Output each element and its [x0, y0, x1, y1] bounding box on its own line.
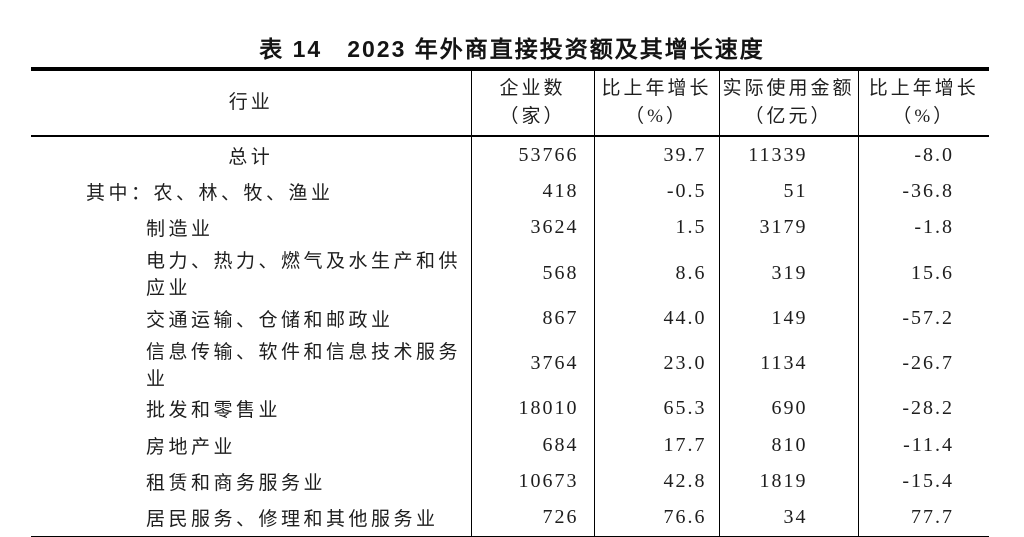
- amount-growth-value: -15.4: [857, 463, 989, 500]
- enterprises-value: 3764: [470, 336, 594, 391]
- table-row: 房地产业 684 17.7 810 -11.4: [31, 426, 989, 464]
- table-title: 表 14 2023 年外商直接投资额及其增长速度: [259, 36, 765, 62]
- table-row: 电力、热力、燃气及水生产和供应业 568 8.6 319 15.6: [31, 246, 989, 301]
- header-label: 行业: [228, 92, 273, 113]
- amount-growth-value: -28.2: [857, 390, 989, 427]
- amount-value: 51: [718, 173, 858, 210]
- header-label: 实际使用金额: [722, 78, 855, 99]
- industry-label: 租赁和商务服务业: [146, 473, 327, 495]
- industry-label: 制造业: [146, 219, 214, 241]
- amount-value: 149: [718, 300, 858, 337]
- table-row: 交通运输、仓储和邮政业 867 44.0 149 -57.2: [31, 300, 989, 337]
- enterprises-growth-value: -0.5: [593, 173, 719, 210]
- enterprises-value: 53766: [470, 136, 594, 174]
- industry-label: 居民服务、修理和其他服务业: [146, 509, 439, 531]
- enterprises-value: 867: [470, 300, 594, 337]
- table-row: 租赁和商务服务业 10673 42.8 1819 -15.4: [31, 463, 989, 500]
- enterprises-value: 726: [470, 499, 594, 537]
- amount-growth-value: 77.7: [857, 499, 989, 537]
- header-label: 比上年增长: [868, 78, 979, 99]
- enterprises-growth-value: 8.6: [593, 246, 719, 301]
- amount-growth-value: -11.4: [857, 426, 989, 464]
- table-row: 信息传输、软件和信息技术服务业 3764 23.0 1134 -26.7: [31, 336, 989, 391]
- fdi-table: 行业 企业数 （家） 比上年增长 （%） 实际使用金额 （亿元） 比上年增长 （…: [31, 67, 989, 537]
- amount-growth-value: -57.2: [857, 300, 989, 337]
- industry-label: 交通运输、仓储和邮政业: [146, 309, 394, 331]
- enterprises-growth-value: 44.0: [593, 300, 719, 337]
- table-row: 总计 53766 39.7 11339 -8.0: [31, 136, 989, 174]
- enterprises-growth-value: 42.8: [593, 463, 719, 500]
- table-row: 制造业 3624 1.5 3179 -1.8: [31, 209, 989, 247]
- enterprises-value: 10673: [470, 463, 594, 500]
- col-header-amount: 实际使用金额 （亿元）: [718, 69, 858, 137]
- amount-growth-value: -8.0: [857, 136, 989, 174]
- industry-label: 总计: [228, 146, 274, 168]
- header-label: 比上年增长: [601, 78, 712, 99]
- industry-label: 信息传输、软件和信息技术服务业: [146, 341, 462, 390]
- header-unit: （%）: [892, 106, 956, 127]
- table-row: 其中：农、林、牧、渔业 418 -0.5 51 -36.8: [31, 173, 989, 210]
- industry-name: 农、林、牧、渔业: [153, 183, 334, 205]
- table-row: 批发和零售业 18010 65.3 690 -28.2: [31, 390, 989, 427]
- col-header-growth-amount: 比上年增长 （%）: [857, 69, 989, 137]
- industry-label: 批发和零售业: [146, 400, 282, 422]
- amount-growth-value: -36.8: [857, 173, 989, 210]
- amount-value: 690: [718, 390, 858, 427]
- amount-growth-value: 15.6: [857, 246, 989, 301]
- amount-value: 810: [718, 426, 858, 464]
- table-row: 居民服务、修理和其他服务业 726 76.6 34 77.7: [31, 499, 989, 537]
- enterprises-value: 684: [470, 426, 594, 464]
- enterprises-value: 568: [470, 246, 594, 301]
- header-unit: （亿元）: [744, 106, 833, 127]
- col-header-growth-enterprises: 比上年增长 （%）: [593, 69, 719, 137]
- amount-growth-value: -1.8: [857, 209, 989, 247]
- enterprises-growth-value: 1.5: [593, 209, 719, 247]
- amount-value: 1134: [718, 336, 858, 391]
- amount-growth-value: -26.7: [857, 336, 989, 391]
- amount-value: 34: [718, 499, 858, 537]
- enterprises-growth-value: 39.7: [593, 136, 719, 174]
- header-row: 行业 企业数 （家） 比上年增长 （%） 实际使用金额 （亿元） 比上年增长 （…: [31, 69, 989, 137]
- enterprises-growth-value: 23.0: [593, 336, 719, 391]
- header-unit: （%）: [625, 106, 688, 127]
- header-unit: （家）: [499, 106, 566, 127]
- industry-label: 其中：农、林、牧、渔业: [31, 173, 471, 209]
- col-header-industry: 行业: [31, 69, 471, 137]
- enterprises-growth-value: 17.7: [593, 426, 719, 464]
- industry-label: 电力、热力、燃气及水生产和供应业: [146, 251, 462, 300]
- enterprises-growth-value: 65.3: [593, 390, 719, 427]
- amount-value: 11339: [718, 136, 858, 174]
- col-header-enterprises: 企业数 （家）: [470, 69, 594, 137]
- label-prefix: 其中：: [86, 183, 154, 205]
- industry-label: 房地产业: [146, 436, 237, 458]
- amount-value: 319: [718, 246, 858, 301]
- amount-value: 1819: [718, 463, 858, 500]
- enterprises-growth-value: 76.6: [593, 499, 719, 537]
- enterprises-value: 18010: [470, 390, 594, 427]
- enterprises-value: 3624: [470, 209, 594, 247]
- enterprises-value: 418: [470, 173, 594, 210]
- amount-value: 3179: [718, 209, 858, 247]
- header-label: 企业数: [499, 78, 566, 99]
